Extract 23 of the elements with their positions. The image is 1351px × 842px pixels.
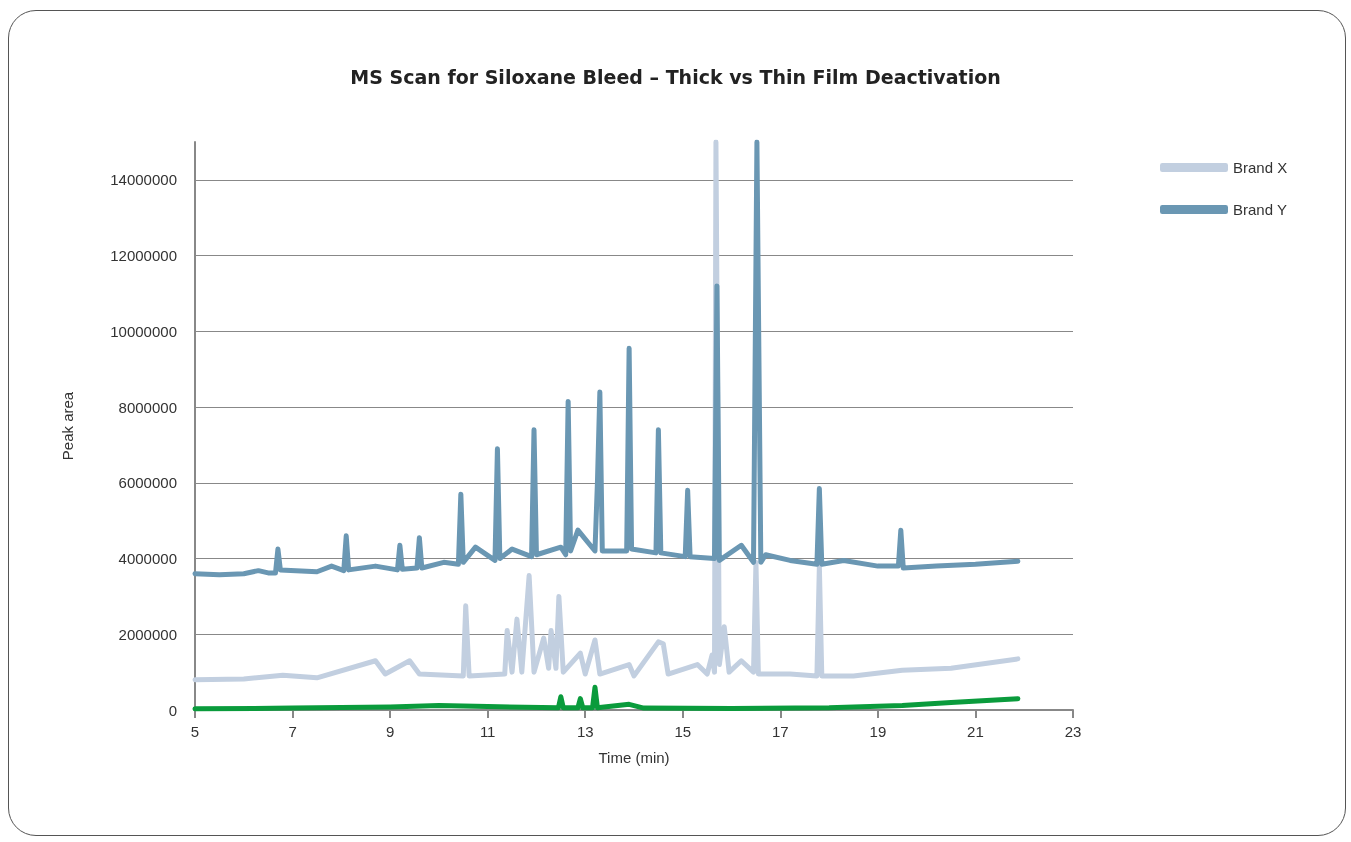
x-tick-label: 9	[385, 723, 395, 740]
y-tick-label: 14000000	[110, 171, 177, 189]
x-axis-title: Time (min)	[598, 749, 670, 766]
y-tick-label: 12000000	[110, 247, 177, 265]
y-tick-label: 8000000	[118, 398, 177, 416]
x-tick-label: 21	[967, 723, 984, 740]
y-tick-label: 4000000	[118, 550, 177, 568]
chart-title: MS Scan for Siloxane Bleed – Thick vs Thin Film Deactivation	[350, 65, 1001, 88]
x-tick-label: 19	[869, 723, 887, 740]
legend-label: Brand Y	[1233, 201, 1287, 218]
x-tick-label: 23	[1064, 723, 1082, 740]
x-tick-label: 15	[674, 723, 692, 740]
y-tick-label: 10000000	[110, 322, 177, 340]
x-tick-label: 17	[771, 723, 789, 740]
x-tick-label: 11	[479, 723, 496, 740]
y-tick-label: 0	[168, 701, 177, 719]
x-tick-label: 5	[190, 723, 200, 740]
x-tick-label: 7	[288, 723, 297, 740]
y-axis-title: Peak area	[59, 391, 76, 461]
y-tick-label: 2000000	[118, 625, 177, 643]
x-tick-label: 13	[576, 723, 594, 740]
y-tick-label: 6000000	[118, 474, 177, 492]
legend-label: Brand X	[1233, 159, 1288, 176]
